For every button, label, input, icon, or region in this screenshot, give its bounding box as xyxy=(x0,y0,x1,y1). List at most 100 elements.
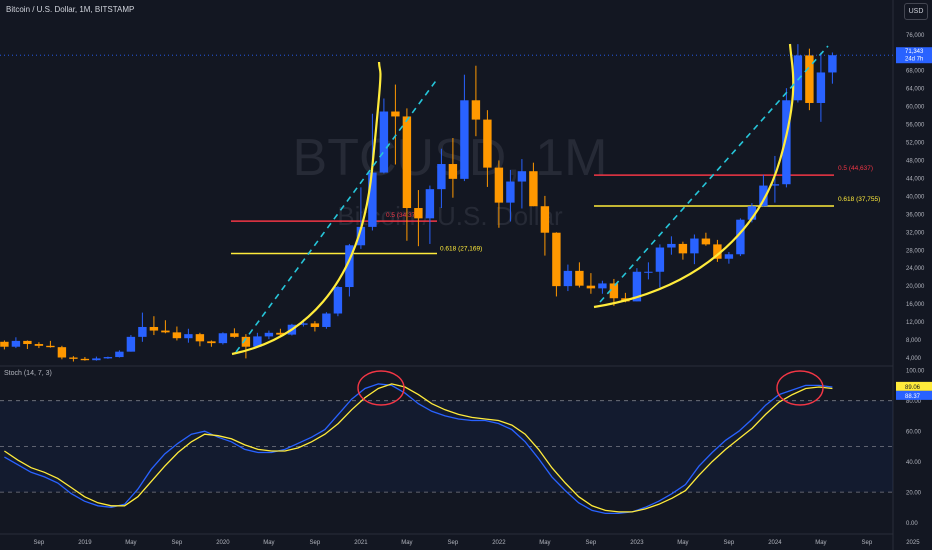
price-tick-label: 24,000 xyxy=(906,266,925,272)
candle-body xyxy=(460,100,469,179)
time-tick-label: Sep xyxy=(862,540,873,546)
time-tick-label: 2021 xyxy=(354,540,368,546)
price-tick-label: 48,000 xyxy=(906,158,925,164)
candle-body xyxy=(805,55,814,103)
candle-body xyxy=(0,341,9,347)
candle-body xyxy=(46,345,55,348)
candle-body xyxy=(356,226,366,246)
price-tick-label: 16,000 xyxy=(906,302,925,308)
candle-body xyxy=(816,72,826,103)
price-tags: 71,343 24d 7h 89.06 88.37 xyxy=(0,47,932,400)
price-tick-label: 36,000 xyxy=(906,212,925,218)
time-tick-label: 2020 xyxy=(216,540,230,546)
candle-body xyxy=(69,357,78,359)
candle-body xyxy=(276,332,285,335)
time-tick-label: Sep xyxy=(34,540,45,546)
currency-button[interactable]: USD xyxy=(904,3,928,20)
candle-body xyxy=(103,357,113,359)
candle-body xyxy=(195,334,205,342)
candle-body xyxy=(598,283,607,289)
candle-body xyxy=(138,326,147,337)
candle-body xyxy=(494,167,504,203)
candle-body xyxy=(207,341,216,344)
price-tick-label: 20,000 xyxy=(906,284,925,290)
fib-label: 0.5 (44,637) xyxy=(838,165,873,172)
candle-body xyxy=(747,206,757,220)
time-tick-label: Sep xyxy=(448,540,459,546)
time-tick-label: May xyxy=(263,540,274,546)
price-tick-label: 32,000 xyxy=(906,230,925,236)
stoch-tick-label: 20.00 xyxy=(906,491,922,497)
price-tick-label: 4,000 xyxy=(906,356,922,362)
candle-body xyxy=(632,271,642,302)
time-axis[interactable]: Sep 2019 May Sep 2020 May Sep 2021 May Sep 2022 May… xyxy=(34,540,921,546)
candle-body xyxy=(310,323,320,327)
candle-body xyxy=(345,245,354,288)
candle-body xyxy=(644,271,653,273)
candle-body xyxy=(241,336,251,347)
candle-body xyxy=(563,270,573,287)
last-price-value: 71,343 xyxy=(905,49,924,55)
time-tick-label: 2025 xyxy=(906,540,920,546)
candle-body xyxy=(425,189,435,219)
candle-body xyxy=(11,340,21,347)
time-tick-label: May xyxy=(539,540,550,546)
candle-body xyxy=(437,164,446,190)
price-tick-label: 28,000 xyxy=(906,248,925,254)
candle-body xyxy=(701,238,711,245)
highlight-circle xyxy=(357,370,405,406)
candle-body xyxy=(828,55,837,73)
time-tick-label: 2022 xyxy=(492,540,506,546)
stoch-d-line xyxy=(4,383,833,513)
time-tick-label: 2023 xyxy=(630,540,644,546)
candle-body xyxy=(517,171,527,182)
candle-body xyxy=(172,332,182,339)
candle-body xyxy=(609,283,619,299)
candle-body xyxy=(690,238,699,254)
candle-body xyxy=(414,208,423,219)
candle-body xyxy=(218,333,228,344)
time-tick-label: Sep xyxy=(172,540,183,546)
candle-body xyxy=(230,333,239,337)
candle-body xyxy=(770,184,780,186)
candle-body xyxy=(161,330,170,333)
last-price-tag xyxy=(896,47,932,64)
fib-label: 0.5 (34,373) xyxy=(386,212,421,219)
price-tick-label: 64,000 xyxy=(906,87,925,93)
candle-body xyxy=(736,219,745,255)
trend-line xyxy=(599,45,829,303)
candle-body xyxy=(34,344,44,346)
price-tick-label: 76,000 xyxy=(906,33,925,39)
stoch-d-value: 89.06 xyxy=(905,385,921,391)
price-tick-label: 52,000 xyxy=(906,141,925,147)
stoch-tick-label: 40.00 xyxy=(906,460,922,466)
candle-body xyxy=(667,243,676,248)
candle-body xyxy=(368,172,377,227)
candle-body xyxy=(471,100,481,120)
candle-body xyxy=(126,336,136,352)
candle-body xyxy=(678,243,688,254)
time-tick-label: May xyxy=(815,540,826,546)
candle-body xyxy=(115,351,124,358)
price-tick-label: 68,000 xyxy=(906,69,925,75)
candle-body xyxy=(253,336,262,347)
candle-body xyxy=(586,285,596,289)
time-tick-label: Sep xyxy=(586,540,597,546)
time-tick-label: Sep xyxy=(310,540,321,546)
candle-body xyxy=(448,164,458,179)
candle-body xyxy=(299,323,308,325)
price-tick-label: 44,000 xyxy=(906,176,925,182)
stoch-tick-label: 60.00 xyxy=(906,430,922,436)
candle-body xyxy=(184,334,193,339)
candle-body xyxy=(92,358,101,361)
candle-body xyxy=(57,347,67,358)
trend-line xyxy=(235,77,439,353)
grid xyxy=(0,0,894,550)
time-tick-label: May xyxy=(677,540,688,546)
chart-title: Bitcoin / U.S. Dollar, 1M, BITSTAMP xyxy=(6,5,135,14)
price-tick-label: 12,000 xyxy=(906,320,925,326)
time-tick-label: Sep xyxy=(724,540,735,546)
time-tick-label: 2019 xyxy=(78,540,92,546)
candle-body xyxy=(402,116,412,209)
